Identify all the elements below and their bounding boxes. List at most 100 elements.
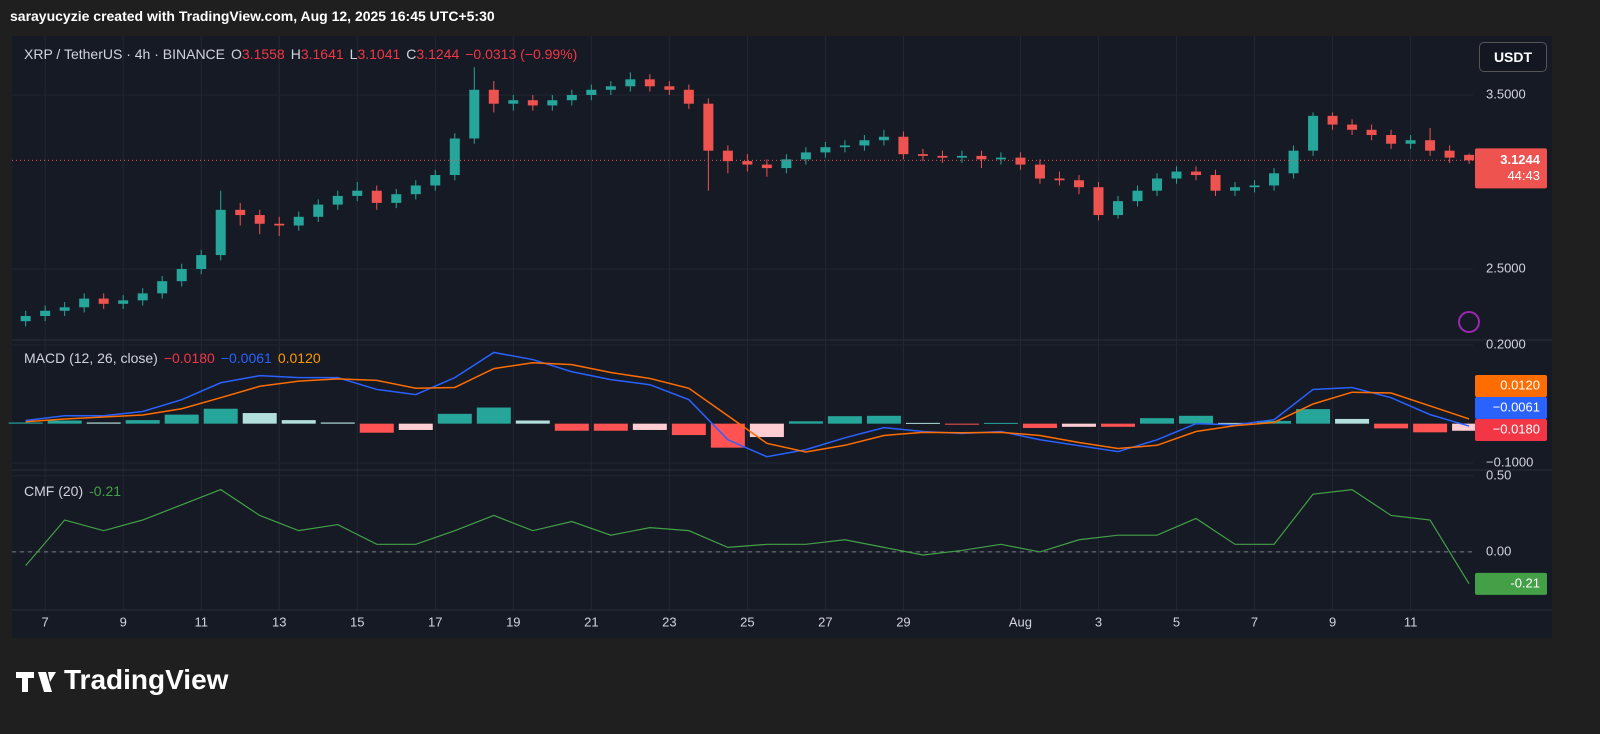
candle-body — [1093, 187, 1104, 216]
candle-body — [547, 100, 558, 106]
x-tick-label: 11 — [1404, 614, 1418, 629]
histogram-bar — [593, 423, 628, 431]
macd-badge: −0.0061 — [1493, 399, 1540, 414]
candle-body — [1366, 129, 1377, 136]
histogram-bar — [515, 420, 550, 424]
cmf-badge: -0.21 — [1510, 575, 1540, 590]
x-tick-label: 19 — [506, 614, 520, 629]
ohlc-value: 3.1041 — [357, 46, 401, 62]
candle-body — [625, 79, 636, 87]
candle-body — [898, 136, 909, 155]
macd-badge: 0.0120 — [1500, 377, 1540, 392]
candle-body — [469, 89, 480, 139]
candle-body — [293, 216, 304, 226]
symbol: XRP / TetherUS · 4h · BINANCE — [24, 46, 225, 62]
x-tick-label: 13 — [272, 614, 286, 629]
cmf-legend: CMF (20) -0.21 — [24, 483, 121, 499]
candle-body — [683, 89, 694, 104]
y-tick-label: 0.00 — [1486, 543, 1511, 558]
histogram-bar — [1061, 423, 1096, 427]
candle-body — [566, 94, 577, 101]
histogram-bar — [1022, 423, 1057, 428]
candle-body — [274, 223, 285, 226]
candle-body — [20, 315, 31, 322]
candle-body — [878, 136, 889, 141]
candle-body — [508, 100, 519, 104]
ohlc-value: 3.1641 — [300, 46, 344, 62]
candle-body — [391, 194, 402, 203]
candle-body — [196, 255, 207, 270]
histogram-bar — [1100, 423, 1135, 427]
candle-body — [1034, 164, 1045, 179]
candle-body — [1015, 157, 1026, 165]
x-tick-label: 7 — [1251, 614, 1258, 629]
histogram-bar — [827, 416, 862, 424]
candle-body — [1347, 124, 1358, 130]
candle-body — [1425, 140, 1436, 151]
candle-body — [313, 204, 324, 217]
macd-line — [25, 361, 1470, 453]
histogram-bar — [242, 413, 277, 424]
histogram-bar — [398, 423, 433, 430]
candle-body — [1249, 185, 1260, 188]
x-tick-label: 5 — [1173, 614, 1180, 629]
attribution: sarayucyzie created with TradingView.com… — [10, 8, 495, 24]
candle-body — [371, 190, 382, 203]
candle-body — [488, 89, 499, 104]
x-tick-label: 3 — [1095, 614, 1102, 629]
macd-badge: −0.0180 — [1493, 421, 1540, 436]
currency-button[interactable]: USDT — [1479, 42, 1547, 72]
x-tick-label: 21 — [584, 614, 598, 629]
legend-value: −0.0180 — [163, 350, 215, 366]
countdown: 44:43 — [1507, 168, 1540, 183]
candle-body — [1073, 180, 1084, 188]
histogram-bar — [1179, 415, 1214, 424]
legend-value: -0.21 — [89, 483, 122, 499]
x-tick-label: 27 — [818, 614, 832, 629]
macd-badge-bg — [1475, 375, 1547, 397]
histogram-bar — [281, 420, 316, 424]
ohlc-prefix: C — [406, 46, 417, 62]
candle-body — [235, 209, 246, 216]
candle-body — [118, 300, 129, 304]
x-tick-label: 15 — [350, 614, 364, 629]
histogram-bar — [47, 420, 82, 424]
candle-body — [586, 89, 597, 95]
histogram-bar — [749, 423, 784, 438]
change: −0.0313 (−0.99%) — [465, 46, 578, 62]
x-tick-label: 17 — [428, 614, 442, 629]
candle-body — [976, 155, 987, 160]
price-badge: 3.1244 — [1500, 152, 1541, 167]
candle-body — [1386, 135, 1397, 144]
histogram-bar — [554, 423, 589, 431]
histogram-bar — [944, 423, 979, 425]
candle-body — [352, 190, 363, 196]
indicator-icon — [1458, 311, 1480, 333]
candle-body — [1054, 178, 1065, 181]
y-tick-label: 3.5000 — [1486, 86, 1526, 101]
cmf-badge-bg — [1475, 572, 1547, 595]
x-tick-label: 23 — [662, 614, 676, 629]
candle-body — [761, 164, 772, 169]
x-tick-label: 7 — [42, 614, 49, 629]
x-tick-label: Aug — [1009, 614, 1032, 629]
candle-body — [1230, 187, 1241, 191]
candle-body — [137, 293, 148, 301]
x-tick-label: 11 — [194, 614, 208, 629]
candle-body — [742, 161, 753, 165]
candle-body — [157, 281, 168, 294]
candle-body — [449, 138, 460, 176]
candle-body — [59, 307, 70, 311]
histogram-bar — [710, 423, 745, 448]
histogram-bar — [905, 422, 940, 424]
chart-background — [12, 36, 1552, 638]
candle-body — [605, 86, 616, 90]
candle-body — [1288, 150, 1299, 174]
histogram-bar — [1218, 422, 1253, 424]
ohlc-value: 3.1244 — [416, 46, 460, 62]
histogram-bar — [632, 423, 667, 430]
candle-body — [215, 209, 226, 256]
candle-body — [527, 100, 538, 106]
histogram-bar — [1413, 423, 1448, 433]
histogram-bar — [1452, 423, 1487, 431]
